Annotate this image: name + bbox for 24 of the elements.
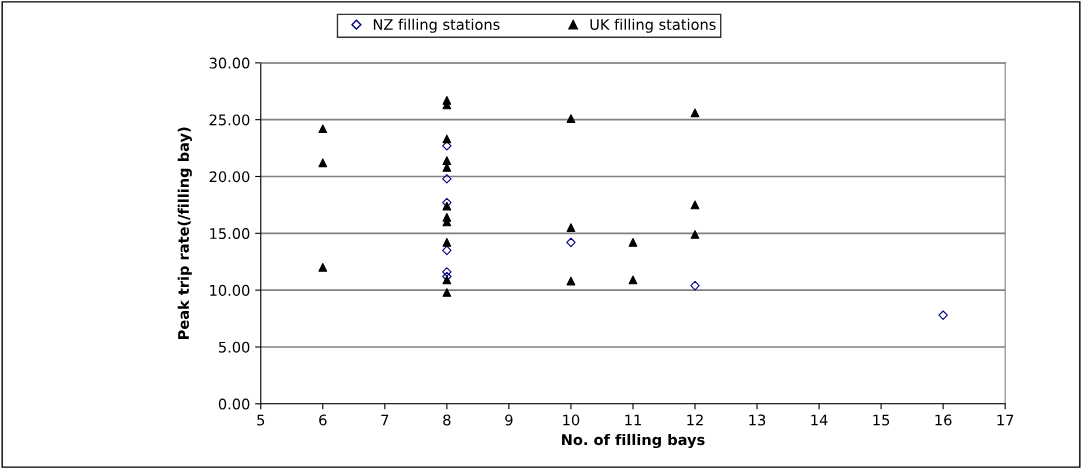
y-axis-title: Peak trip rate(/filling bay) [177,127,192,339]
x-tick-label: 15 [873,414,890,426]
legend-label: UK filling stations [590,18,716,33]
x-tick-label: 5 [257,414,265,426]
y-tick-label: 30.00 [209,57,250,69]
y-tick-label: 10.00 [210,284,250,296]
y-tick-label: 15.00 [210,228,250,240]
y-tick-label: 25.00 [209,114,250,126]
x-axis-title: No. of filling bays [562,433,705,449]
x-tick-label: 7 [381,414,389,426]
y-tick-label: 0.00 [218,398,250,410]
x-tick-label: 9 [505,414,513,426]
x-tick-label: 17 [997,414,1014,426]
x-tick-label: 8 [443,414,451,426]
x-tick-label: 6 [319,414,327,426]
x-tick-label: 14 [811,414,828,426]
x-tick-label: 13 [749,414,766,426]
x-tick-label: 16 [935,414,952,426]
x-tick-label: 11 [625,414,641,426]
legend-label: NZ filling stations [373,18,500,33]
x-tick-label: 10 [563,414,580,426]
y-tick-label: 5.00 [219,341,250,353]
x-tick-label: 12 [687,414,703,426]
y-tick-label: 20.00 [209,171,250,183]
